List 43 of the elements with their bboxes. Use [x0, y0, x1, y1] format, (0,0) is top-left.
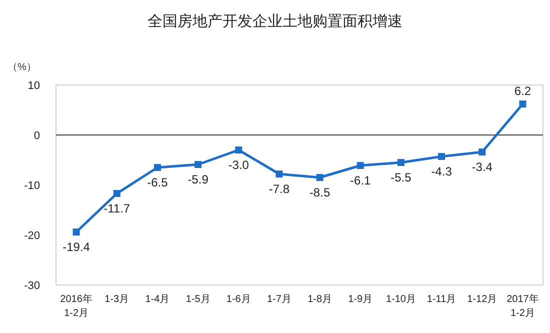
- text: -3.0: [228, 158, 249, 172]
- x-tick-label: 1-5月: [186, 294, 210, 305]
- point: [438, 153, 446, 160]
- text: -5.5: [390, 170, 412, 184]
- x-tick-label: 1-12月: [467, 294, 498, 305]
- text: -7.8: [268, 182, 290, 196]
- point: [276, 170, 283, 178]
- x-tick-label: 1-7月: [266, 294, 292, 305]
- point: [72, 228, 80, 236]
- y-tick-label: -10: [24, 180, 40, 192]
- point: [194, 161, 202, 168]
- x-tick-label: 1-3月: [104, 294, 130, 305]
- x-tick-label: 1-11月: [426, 294, 456, 305]
- point: [235, 146, 242, 154]
- x-tick-label: 1-4月: [145, 294, 170, 305]
- point: [397, 159, 404, 166]
- text: -6.1: [350, 174, 371, 188]
- y-tick-label: -30: [24, 280, 40, 292]
- point: [478, 148, 486, 156]
- text: -19.4: [62, 240, 90, 254]
- x-tick-label: 1-6月: [226, 294, 251, 305]
- x-tick-label: 1-9月: [348, 294, 373, 305]
- text: -4.3: [431, 164, 452, 178]
- x-tick-label: 2017年 1-2月: [506, 293, 539, 319]
- x-tick-label: 2016年 1-2月: [60, 293, 92, 319]
- y-axis-title: （%）: [8, 62, 36, 73]
- point: [316, 174, 324, 181]
- point: [113, 190, 120, 197]
- point: [154, 164, 161, 171]
- y-tick-label: -20: [24, 230, 40, 242]
- text: -3.4: [472, 160, 492, 174]
- text: -8.5: [309, 186, 330, 200]
- x-tick-label: 1-8月: [308, 294, 332, 305]
- text: -5.9: [188, 172, 208, 186]
- y-tick-label: 0: [34, 130, 40, 142]
- text: -6.5: [147, 176, 168, 190]
- x-tick-label: 1-10月: [386, 294, 416, 305]
- chart-title: 全国房地产开发企业土地购置面积增速: [148, 13, 402, 30]
- text: -11.7: [104, 202, 130, 216]
- point: [356, 162, 364, 169]
- text: 6.2: [514, 84, 532, 98]
- y-tick-label: 10: [28, 80, 40, 92]
- point: [519, 100, 526, 108]
